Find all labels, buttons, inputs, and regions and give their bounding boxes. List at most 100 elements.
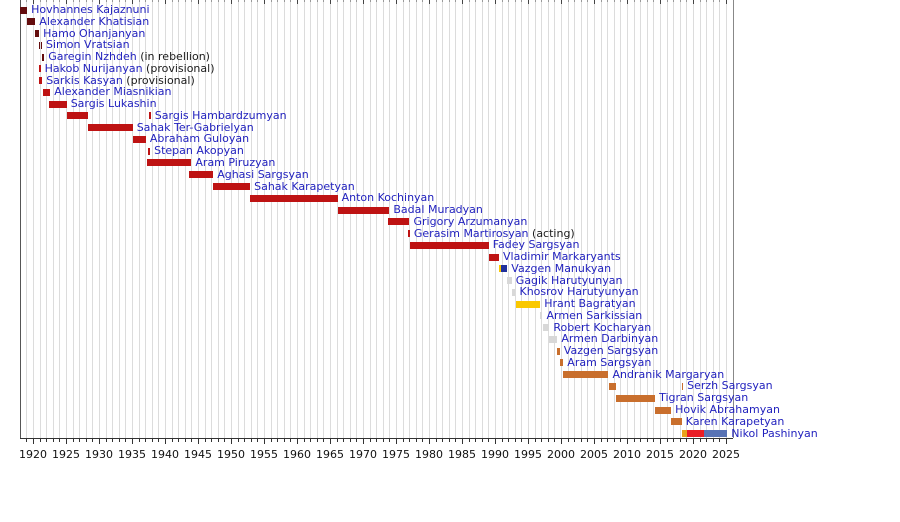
person-label[interactable]: Hakob Nurijanyan (provisional)	[44, 61, 215, 75]
x-minor-tick	[85, 439, 87, 442]
person-name[interactable]: Karen Karapetyan	[685, 414, 785, 428]
person-label[interactable]: Vladimir Markaryants	[503, 251, 621, 263]
person-label[interactable]: Hrant Bagratyan	[544, 298, 635, 310]
person-name[interactable]: Alexander Miasnikian	[54, 85, 172, 99]
x-minor-tick	[138, 439, 140, 442]
x-minor-tick	[145, 439, 147, 442]
person-label[interactable]: Stepan Akopyan	[154, 145, 244, 157]
person-name[interactable]: Gerasim Martirosyan	[413, 226, 529, 240]
person-label[interactable]: Garegin Nzhdeh (in rebellion)	[48, 51, 210, 63]
person-label[interactable]: Nikol Pashinyan	[731, 426, 818, 440]
top-tick	[719, 0, 721, 2]
person-label[interactable]: Serzh Sargsyan	[687, 380, 773, 392]
year-gridline	[178, 0, 180, 438]
year-gridline	[501, 0, 503, 438]
year-gridline	[475, 0, 477, 438]
x-minor-tick	[415, 439, 417, 442]
x-minor-tick	[514, 439, 516, 442]
year-gridline	[521, 0, 523, 438]
person-label[interactable]: Tigran Sargsyan	[659, 392, 748, 404]
person-label[interactable]: Simon Vratsian	[46, 39, 130, 51]
person-label[interactable]: Armen Sarkissian	[546, 308, 643, 322]
person-name[interactable]: Khosrov Harutyunyan	[519, 285, 639, 299]
person-name[interactable]: Hamo Ohanjanyan	[43, 26, 146, 40]
person-name[interactable]: Armen Sarkissian	[546, 308, 643, 322]
person-name[interactable]: Hakob Nurijanyan	[44, 61, 143, 75]
person-name[interactable]: Vladimir Markaryants	[503, 250, 621, 263]
person-label[interactable]: Alexander Khatisian	[39, 14, 150, 28]
top-tick	[660, 0, 661, 4]
person-name[interactable]: Aram Sargsyan	[567, 355, 652, 369]
x-minor-tick	[105, 439, 107, 442]
x-minor-tick	[343, 439, 345, 442]
person-name[interactable]: Alexander Khatisian	[39, 14, 150, 28]
person-label[interactable]: Sahak Ter-Gabrielyan	[136, 120, 254, 134]
person-name[interactable]: Stepan Akopyan	[154, 144, 244, 158]
person-label[interactable]: Sargis Hambardzumyan	[154, 108, 287, 122]
person-label[interactable]: Vazgen Sargsyan	[564, 345, 658, 357]
top-tick	[594, 0, 595, 4]
person-label[interactable]: Khosrov Harutyunyan	[520, 286, 639, 298]
person-name[interactable]: Tigran Sargsyan	[659, 391, 749, 405]
person-label[interactable]: Hamo Ohanjanyan	[43, 26, 146, 40]
person-name[interactable]: Vazgen Sargsyan	[563, 344, 659, 358]
axis-tick-label: 1935	[118, 448, 146, 461]
person-label[interactable]: Sahak Karapetyan	[254, 179, 355, 193]
person-name[interactable]: Sahak Karapetyan	[254, 179, 355, 193]
person-name[interactable]: Armen Darbinyan	[561, 332, 659, 346]
x-minor-tick	[686, 439, 688, 442]
year-gridline	[250, 0, 252, 438]
person-label[interactable]: Hovhannes Kajaznuni	[31, 4, 149, 16]
x-minor-tick	[303, 439, 305, 442]
year-gridline	[462, 0, 463, 438]
person-name[interactable]: Badal Muradyan	[393, 203, 483, 216]
person-label[interactable]: Armen Darbinyan	[561, 333, 658, 345]
person-label[interactable]: Hovik Abrahamyan	[675, 404, 780, 416]
person-name[interactable]: Aghasi Sargsyan	[217, 167, 309, 181]
person-name[interactable]: Fadey Sargsyan	[492, 238, 580, 252]
person-label[interactable]: Fadey Sargsyan	[493, 239, 580, 251]
person-name[interactable]: Abraham Guloyan	[149, 132, 250, 146]
person-name[interactable]: Aram Piruzyan	[195, 155, 276, 169]
person-label[interactable]: Karen Karapetyan	[685, 414, 785, 428]
person-label[interactable]: Aghasi Sargsyan	[217, 167, 309, 181]
person-name[interactable]: Serzh Sargsyan	[687, 379, 773, 393]
x-minor-tick	[607, 439, 609, 442]
person-label[interactable]: Gagik Harutyunyan	[515, 273, 623, 287]
person-label[interactable]: Anton Kochinyan	[342, 192, 435, 204]
person-label[interactable]: Abraham Guloyan	[150, 133, 249, 145]
x-minor-tick	[468, 439, 470, 442]
person-label[interactable]: Sarkis Kasyan (provisional)	[46, 73, 195, 87]
person-label[interactable]: Aram Piruzyan	[195, 155, 276, 169]
person-label[interactable]: Badal Muradyan	[393, 204, 483, 216]
person-name[interactable]: Garegin Nzhdeh	[48, 50, 137, 64]
person-label[interactable]: Aram Sargsyan	[567, 355, 652, 369]
year-gridline	[191, 0, 193, 438]
person-name[interactable]: Vazgen Manukyan	[511, 261, 612, 275]
timeline-bar	[146, 159, 192, 167]
person-name[interactable]: Hovhannes Kajaznuni	[31, 3, 150, 16]
person-label[interactable]: Grigory Arzumanyan	[413, 214, 528, 228]
person-name[interactable]: Sargis Hambardzumyan	[154, 108, 287, 122]
top-tick	[283, 0, 285, 2]
person-name[interactable]: Andranik Margaryan	[612, 367, 725, 381]
person-label[interactable]: Vazgen Manukyan	[511, 261, 612, 275]
person-name[interactable]: Sargis Lukashin	[70, 97, 157, 111]
person-name[interactable]: Robert Kocharyan	[553, 320, 652, 334]
person-name[interactable]: Nikol Pashinyan	[731, 426, 818, 440]
person-name[interactable]: Gagik Harutyunyan	[515, 273, 623, 287]
x-major-tick	[66, 439, 67, 444]
person-label[interactable]: Sargis Lukashin	[71, 98, 157, 110]
person-name[interactable]: Anton Kochinyan	[341, 191, 435, 205]
person-label[interactable]: Alexander Miasnikian	[54, 86, 171, 98]
person-label[interactable]: Gerasim Martirosyan (acting)	[413, 226, 575, 240]
person-label[interactable]: Andranik Margaryan	[612, 367, 725, 381]
person-label[interactable]: Robert Kocharyan	[553, 320, 652, 334]
year-gridline	[660, 0, 661, 438]
person-name[interactable]: Grigory Arzumanyan	[413, 214, 528, 228]
person-name[interactable]: Sarkis Kasyan	[46, 73, 123, 87]
person-name[interactable]: Hovik Abrahamyan	[675, 403, 780, 416]
person-name[interactable]: Hrant Bagratyan	[544, 297, 636, 311]
person-name[interactable]: Sahak Ter-Gabrielyan	[136, 120, 254, 134]
person-name[interactable]: Simon Vratsian	[46, 38, 130, 52]
